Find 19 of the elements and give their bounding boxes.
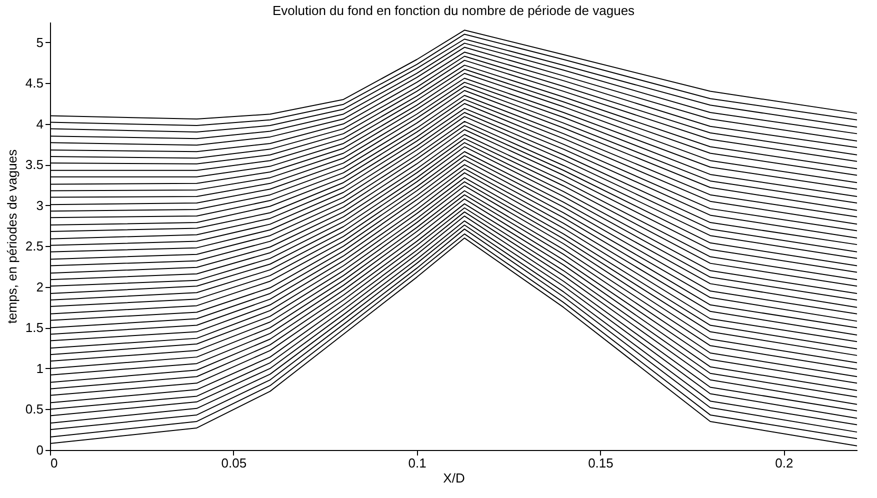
y-tick-label: 2.5 bbox=[25, 238, 44, 254]
x-tick-label: 0.1 bbox=[408, 456, 426, 470]
y-tick-label: 3 bbox=[36, 198, 44, 213]
y-tick-label: 3.5 bbox=[25, 157, 44, 172]
y-tick-label: 4.5 bbox=[25, 76, 44, 91]
x-axis-title: X/D bbox=[443, 470, 465, 486]
x-tick-label: 0.15 bbox=[588, 456, 614, 470]
x-tick-label: 0.05 bbox=[221, 456, 247, 470]
y-axis-title: temps, en périodes de vagues bbox=[4, 148, 20, 324]
y-tick-label: 0.5 bbox=[25, 402, 44, 417]
x-tick-label: 0 bbox=[50, 456, 58, 470]
y-tick-label: 4 bbox=[36, 116, 44, 132]
x-tick-label: 0.2 bbox=[775, 456, 794, 470]
y-tick-label: 0 bbox=[36, 442, 44, 458]
y-tick-label: 2 bbox=[36, 279, 44, 294]
y-tick-label: 1.5 bbox=[25, 320, 44, 336]
y-tick-label: 5 bbox=[36, 34, 44, 50]
y-tick-label: 1 bbox=[36, 360, 44, 376]
chart-title: Evolution du fond en fonction du nombre de période de vagues bbox=[272, 3, 636, 18]
